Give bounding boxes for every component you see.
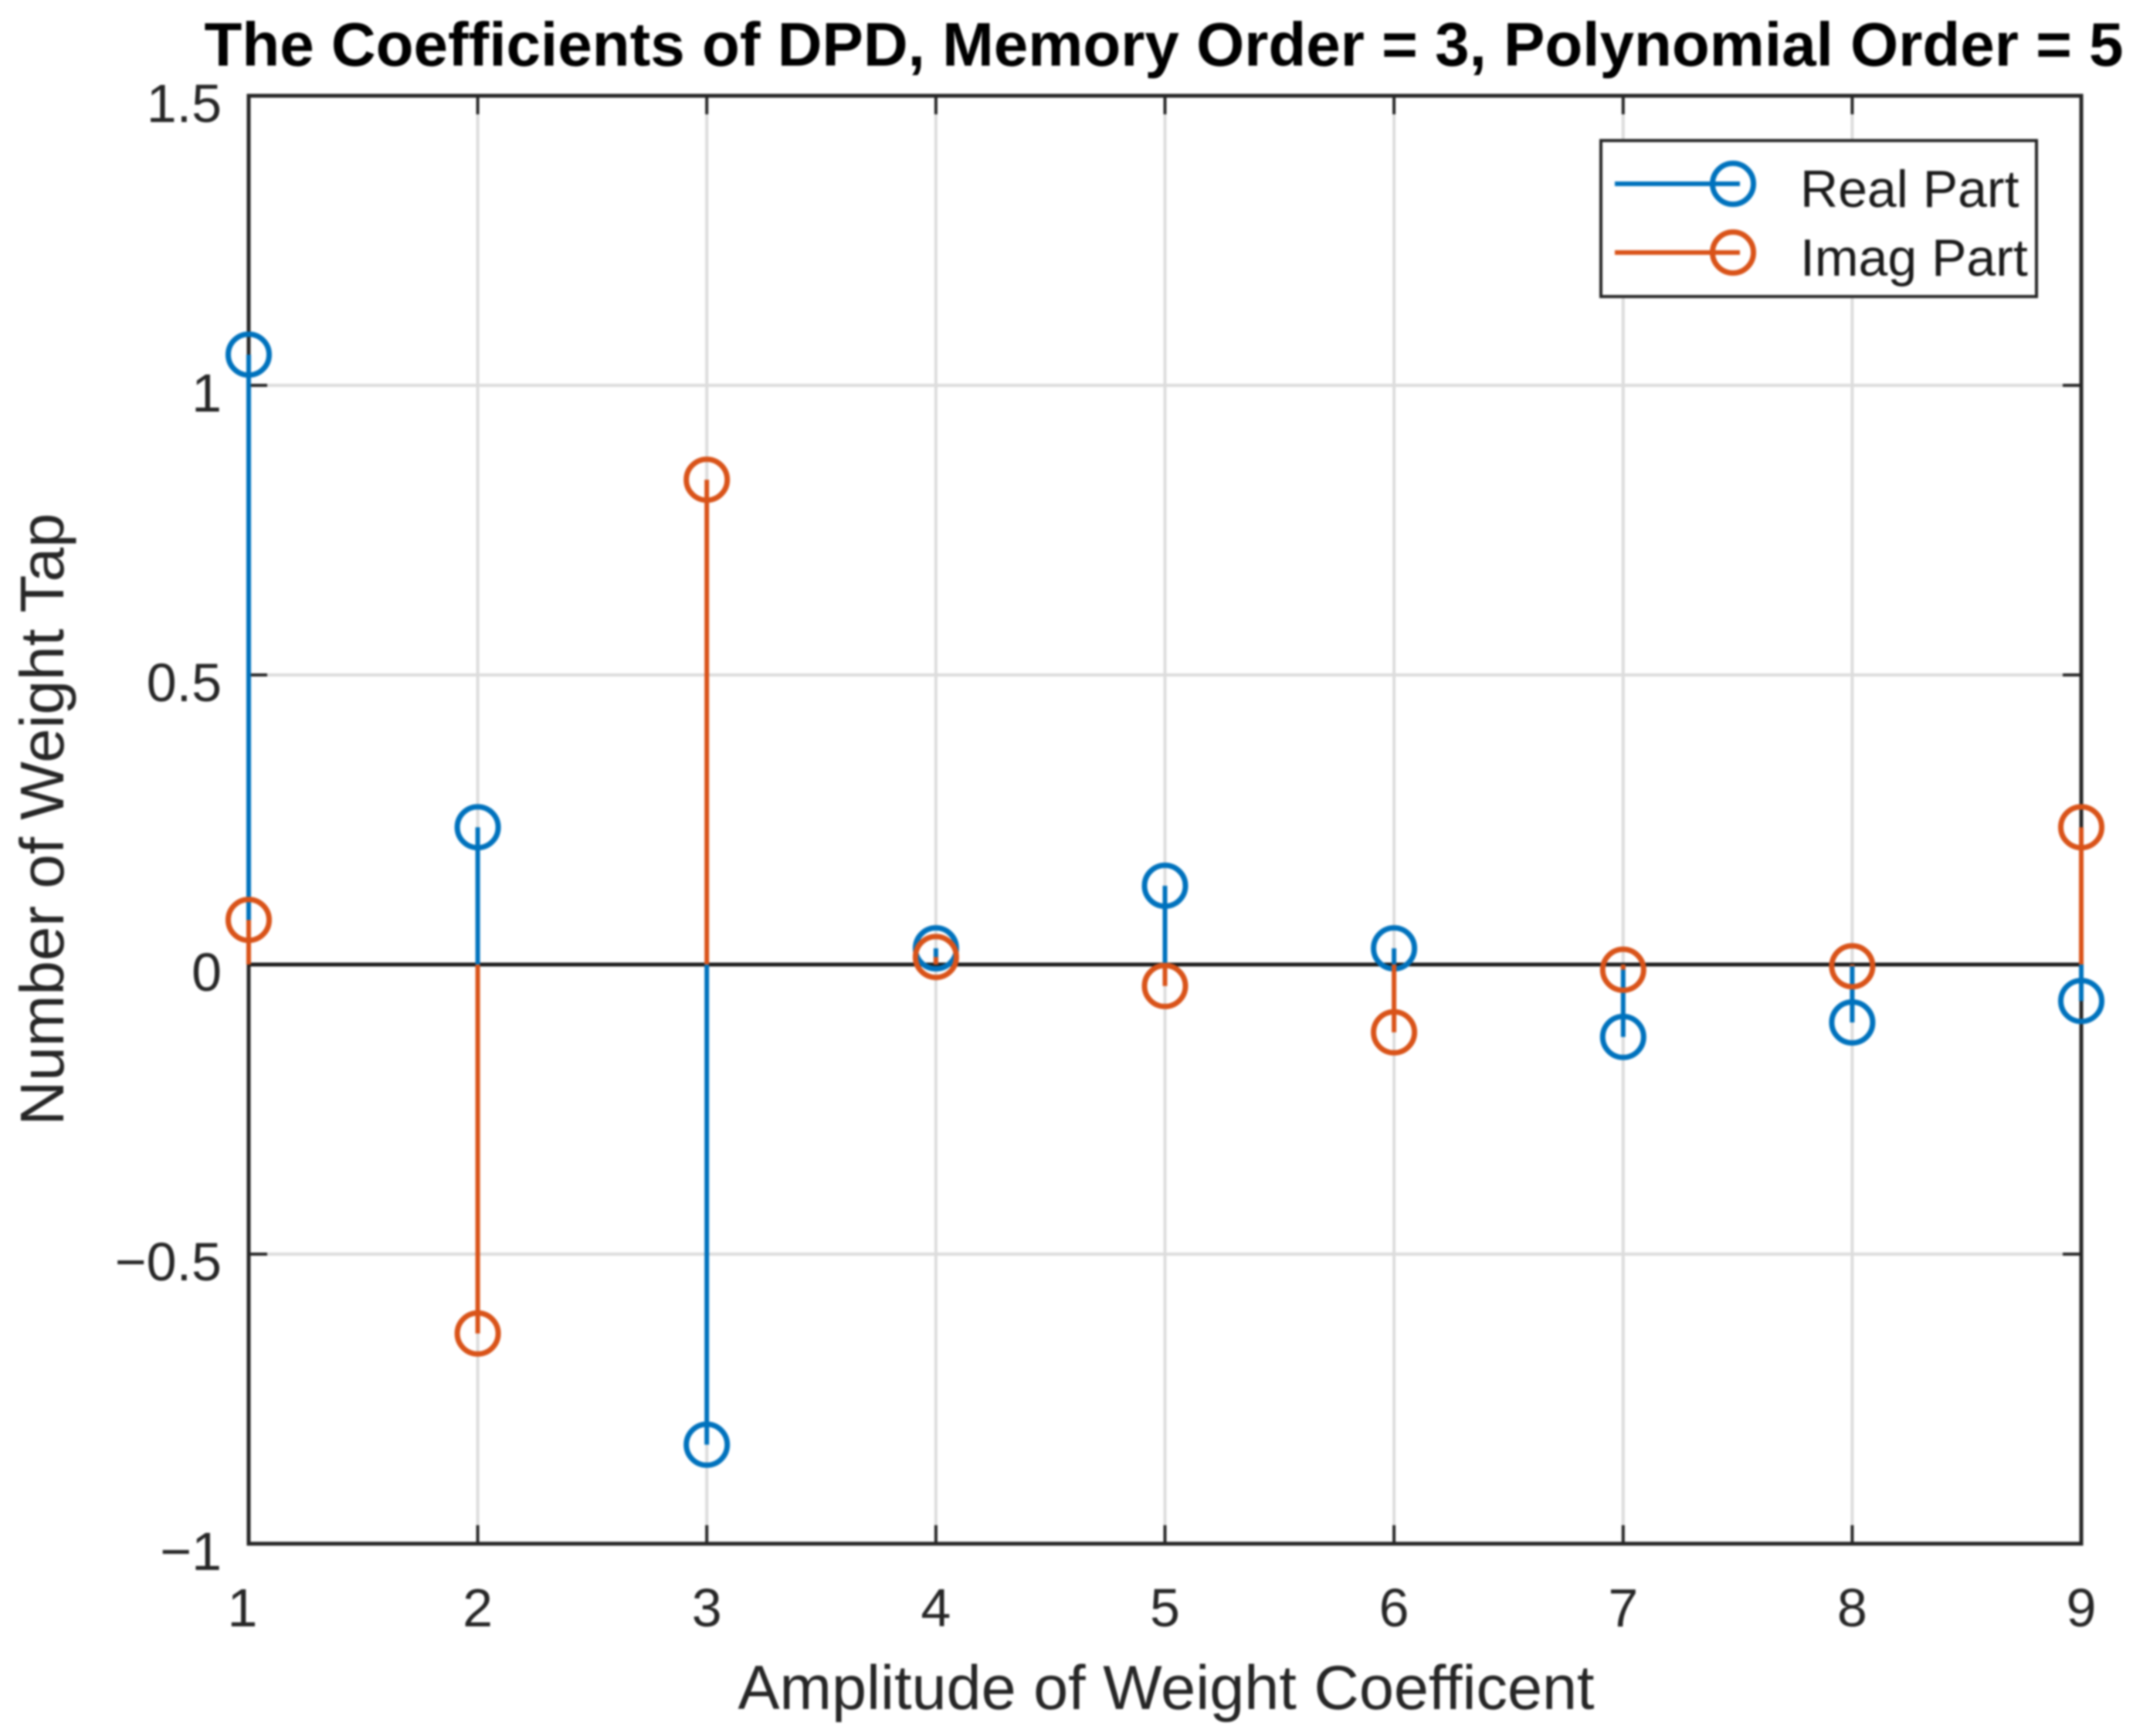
svg-text:The Coefficients of DPD, Memor: The Coefficients of DPD, Memory Order = …: [204, 10, 2123, 79]
svg-text:Imag Part: Imag Part: [1800, 229, 2028, 287]
svg-text:9: 9: [2067, 1578, 2097, 1638]
svg-text:6: 6: [1379, 1578, 1409, 1638]
svg-text:8: 8: [1837, 1578, 1867, 1638]
svg-text:Number of Weight Tap: Number of Weight Tap: [8, 513, 76, 1125]
svg-text:−0.5: −0.5: [115, 1232, 222, 1292]
svg-text:2: 2: [463, 1578, 493, 1638]
svg-text:7: 7: [1608, 1578, 1638, 1638]
svg-text:5: 5: [1150, 1578, 1180, 1638]
svg-text:−1: −1: [160, 1521, 222, 1582]
svg-text:0: 0: [192, 942, 222, 1002]
svg-text:1: 1: [192, 363, 222, 423]
svg-text:3: 3: [692, 1578, 722, 1638]
svg-text:4: 4: [921, 1578, 951, 1638]
svg-text:Real Part: Real Part: [1800, 160, 2019, 219]
svg-text:Amplitude of Weight Coefficent: Amplitude of Weight Coefficent: [738, 1653, 1594, 1723]
svg-text:0.5: 0.5: [147, 653, 222, 713]
svg-text:1: 1: [228, 1578, 258, 1638]
svg-text:1.5: 1.5: [147, 73, 222, 134]
